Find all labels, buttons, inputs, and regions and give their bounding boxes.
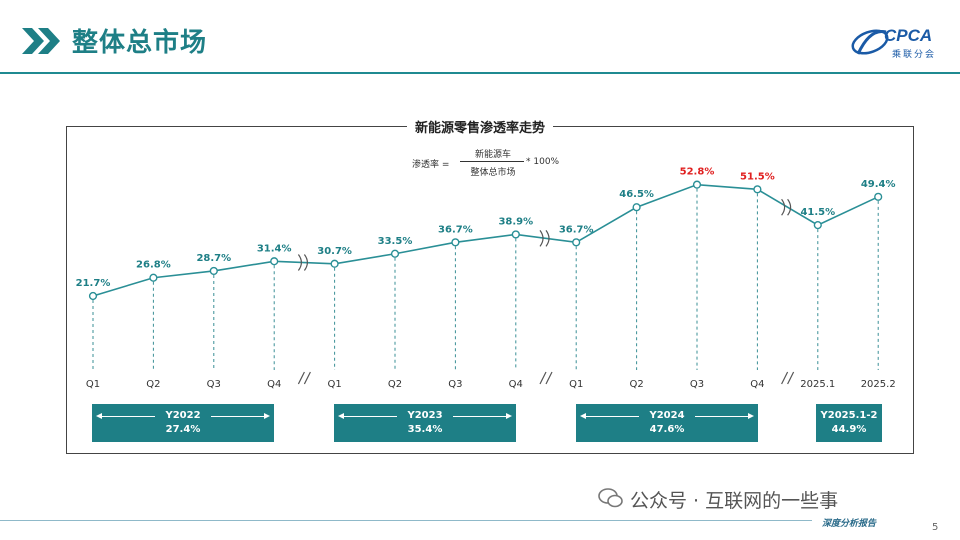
axis-break-mark	[297, 371, 305, 385]
watermark-text: 公众号 · 互联网的一些事	[630, 490, 839, 512]
year-box-label: Y2022	[165, 410, 201, 421]
arrow-left-icon	[340, 416, 397, 417]
data-point	[209, 266, 218, 276]
arrowhead-left-icon	[338, 413, 344, 419]
data-point	[572, 238, 581, 247]
axis-break-mark	[545, 371, 553, 385]
tick-label: Q4	[509, 379, 523, 390]
penetration-formula: 渗透率 = 新能源车 整体总市场 * 100%	[412, 147, 572, 179]
data-label: 33.5%	[378, 236, 413, 247]
arrowhead-right-icon	[506, 413, 512, 419]
line-break-mark	[303, 254, 308, 271]
axis-break-mark	[303, 371, 311, 385]
year-box-2022: Y2022 27.4%	[92, 404, 274, 442]
tick-label: Q2	[146, 379, 160, 390]
series-line	[92, 183, 879, 297]
data-label: 52.8%	[680, 167, 715, 178]
axis-break-mark	[781, 371, 789, 385]
data-label: 41.5%	[800, 207, 835, 218]
page-number: 5	[932, 522, 939, 533]
data-point	[390, 249, 400, 258]
footer-divider	[0, 520, 812, 521]
cpca-logo-icon	[851, 29, 889, 55]
data-point	[270, 257, 279, 266]
tick-label: Q4	[267, 379, 281, 390]
arrowhead-left-icon	[96, 413, 102, 419]
tick-label: 2025.2	[861, 379, 896, 390]
formula-fraction-bar	[460, 161, 524, 162]
data-label: 21.7%	[76, 278, 111, 289]
header-divider	[0, 72, 960, 74]
year-box-2023: Y2023 35.4%	[334, 404, 516, 442]
tick-label: Q2	[629, 379, 643, 390]
data-label: 36.7%	[438, 224, 473, 235]
chevron-double-icon	[22, 28, 60, 54]
arrow-right-icon	[453, 416, 510, 417]
data-label: 26.8%	[136, 260, 171, 271]
data-point	[813, 221, 822, 230]
year-box-2024: Y2024 47.6%	[576, 404, 758, 442]
year-box-label: Y2025.1-2	[820, 410, 878, 421]
year-box-value: 47.6%	[649, 424, 685, 435]
data-point	[88, 291, 98, 301]
data-label: 38.9%	[498, 216, 533, 227]
axis-break-mark	[539, 371, 547, 385]
formula-numerator: 新能源车	[474, 150, 511, 160]
data-point	[632, 203, 641, 212]
arrowhead-left-icon	[580, 413, 586, 419]
year-box-label: Y2023	[407, 410, 443, 421]
formula-denominator: 整体总市场	[470, 168, 516, 178]
line-break-mark	[539, 230, 544, 247]
data-label: 46.5%	[619, 189, 654, 200]
tick-label: 2025.1	[800, 379, 835, 390]
line-break-mark	[787, 198, 792, 216]
year-box-2025: Y2025.1-2 44.9%	[816, 404, 882, 442]
chart-title-row: 新能源零售渗透率走势	[0, 117, 960, 136]
tick-label: Q3	[690, 379, 704, 390]
arrowhead-right-icon	[748, 413, 754, 419]
data-label: 30.7%	[317, 246, 352, 257]
tick-label: Q2	[388, 379, 402, 390]
data-point	[451, 238, 460, 247]
year-box-value: 27.4%	[165, 424, 201, 435]
data-label: 49.4%	[861, 179, 896, 190]
data-point	[753, 185, 762, 194]
data-point	[149, 273, 158, 282]
wechat-icon	[598, 488, 623, 508]
data-point	[692, 180, 702, 189]
report-label: 深度分析报告	[822, 519, 877, 529]
arrow-left-icon	[582, 416, 639, 417]
tick-label: Q1	[569, 379, 583, 390]
arrow-left-icon	[98, 416, 155, 417]
year-box-value: 35.4%	[407, 424, 443, 435]
data-label: 31.4%	[257, 243, 292, 254]
data-point	[330, 259, 339, 268]
data-label: 28.7%	[196, 253, 231, 264]
logo-subtitle: 乘联分会	[892, 50, 937, 60]
page-title: 整体总市场	[72, 28, 208, 58]
data-point	[511, 230, 520, 239]
tick-label: Q1	[327, 379, 341, 390]
chart-title: 新能源零售渗透率走势	[406, 121, 553, 136]
data-label: 36.7%	[559, 224, 594, 235]
year-box-label: Y2024	[649, 410, 685, 421]
year-box-value: 44.9%	[831, 424, 867, 435]
data-label: 51.5%	[740, 171, 775, 182]
arrowhead-right-icon	[264, 413, 270, 419]
line-break-mark	[781, 198, 786, 216]
arrow-right-icon	[695, 416, 752, 417]
tick-label: Q1	[86, 379, 100, 390]
tick-label: Q3	[448, 379, 462, 390]
line-break-mark	[297, 254, 302, 271]
axis-break-mark	[787, 371, 795, 385]
data-point	[874, 192, 883, 201]
logo-text: CPCA	[884, 26, 933, 45]
formula-rhs: * 100%	[526, 157, 560, 167]
tick-label: Q4	[750, 379, 764, 390]
formula-lhs: 渗透率 =	[412, 160, 450, 170]
tick-label: Q3	[207, 379, 221, 390]
arrow-right-icon	[211, 416, 268, 417]
line-break-mark	[545, 230, 550, 247]
